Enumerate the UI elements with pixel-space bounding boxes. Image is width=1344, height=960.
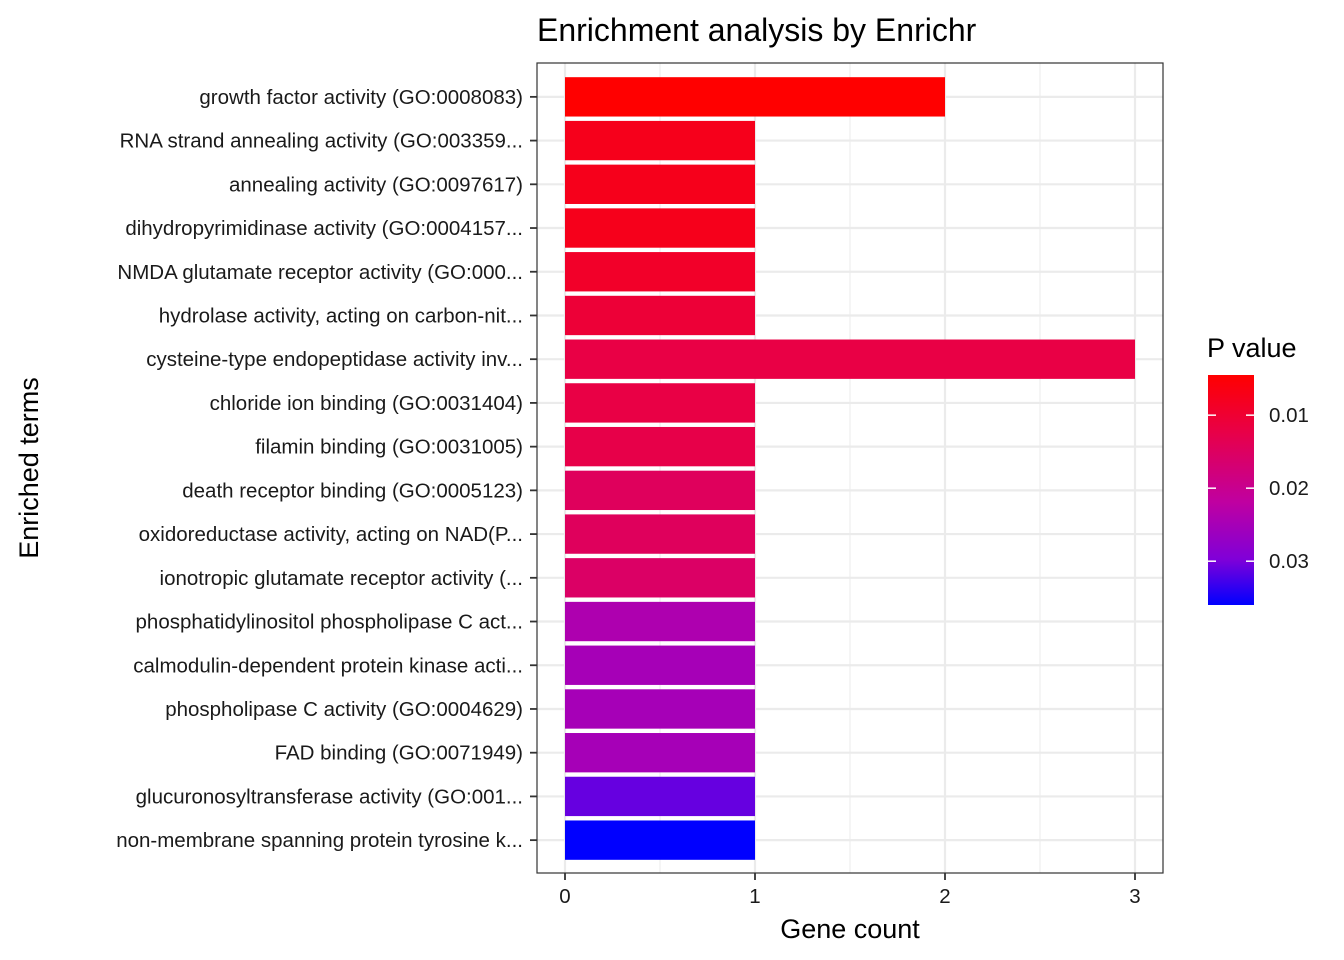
bar xyxy=(565,558,755,598)
y-tick-label: phosphatidylinositol phospholipase C act… xyxy=(136,611,523,634)
bar xyxy=(565,776,755,817)
bar xyxy=(565,77,945,117)
y-tick-label: glucuronosyltransferase activity (GO:001… xyxy=(136,785,523,808)
bar xyxy=(565,470,755,511)
x-axis: 0 1 2 3 xyxy=(559,873,1141,908)
y-tick-label: hydrolase activity, acting on carbon-nit… xyxy=(159,304,523,327)
plot-panel xyxy=(536,62,1164,874)
y-tick-label: RNA strand annealing activity (GO:003359… xyxy=(120,130,523,153)
bar xyxy=(565,645,755,685)
bar xyxy=(565,426,755,467)
legend-tick-label: 0.01 xyxy=(1269,404,1309,427)
bar xyxy=(565,164,755,204)
legend-colorbar xyxy=(1208,375,1254,605)
y-tick-label: non-membrane spanning protein tyrosine k… xyxy=(116,829,523,852)
y-axis: growth factor activity (GO:0008083) RNA s… xyxy=(116,86,537,852)
y-tick-label: calmodulin-dependent protein kinase acti… xyxy=(133,654,523,677)
bar xyxy=(565,383,755,423)
y-tick-label: annealing activity (GO:0097617) xyxy=(229,173,523,196)
legend-title: P value xyxy=(1207,333,1297,363)
bars xyxy=(565,77,1135,860)
bar xyxy=(565,733,755,773)
panel-border xyxy=(536,62,1164,874)
x-axis-label: Gene count xyxy=(780,914,920,944)
y-tick-label: oxidoreductase activity, acting on NAD(P… xyxy=(139,523,523,546)
bar xyxy=(565,339,1135,379)
y-axis-label: Enriched terms xyxy=(14,377,44,559)
bar xyxy=(565,514,755,554)
y-tick-label: FAD binding (GO:0071949) xyxy=(275,742,523,765)
x-tick-label: 3 xyxy=(1129,885,1140,908)
bar xyxy=(565,208,755,248)
y-tick-label: NMDA glutamate receptor activity (GO:000… xyxy=(117,261,523,284)
x-tick-label: 1 xyxy=(749,885,760,908)
legend-tick-label: 0.02 xyxy=(1269,477,1309,500)
bar xyxy=(565,689,755,729)
y-tick-label: cysteine-type endopeptidase activity inv… xyxy=(146,348,523,371)
legend-tick-label: 0.03 xyxy=(1269,550,1309,573)
bar xyxy=(565,820,755,860)
x-tick-label: 0 xyxy=(559,885,570,908)
y-tick-label: ionotropic glutamate receptor activity (… xyxy=(160,567,523,590)
y-tick-label: filamin binding (GO:0031005) xyxy=(255,436,523,459)
y-tick-label: death receptor binding (GO:0005123) xyxy=(182,479,523,502)
x-tick-label: 2 xyxy=(939,885,950,908)
bar xyxy=(565,601,755,642)
y-tick-label: growth factor activity (GO:0008083) xyxy=(199,86,523,109)
bar xyxy=(565,295,755,336)
y-tick-label: dihydropyrimidinase activity (GO:0004157… xyxy=(125,217,523,240)
bar xyxy=(565,252,755,292)
y-tick-label: phospholipase C activity (GO:0004629) xyxy=(165,698,523,721)
bar xyxy=(565,120,755,161)
chart-title: Enrichment analysis by Enrichr xyxy=(537,12,977,48)
y-tick-label: chloride ion binding (GO:0031404) xyxy=(210,392,523,415)
legend-ticks: 0.01 0.02 0.03 xyxy=(1208,404,1309,573)
legend: P value 0.01 0.02 0.03 xyxy=(1207,333,1309,605)
